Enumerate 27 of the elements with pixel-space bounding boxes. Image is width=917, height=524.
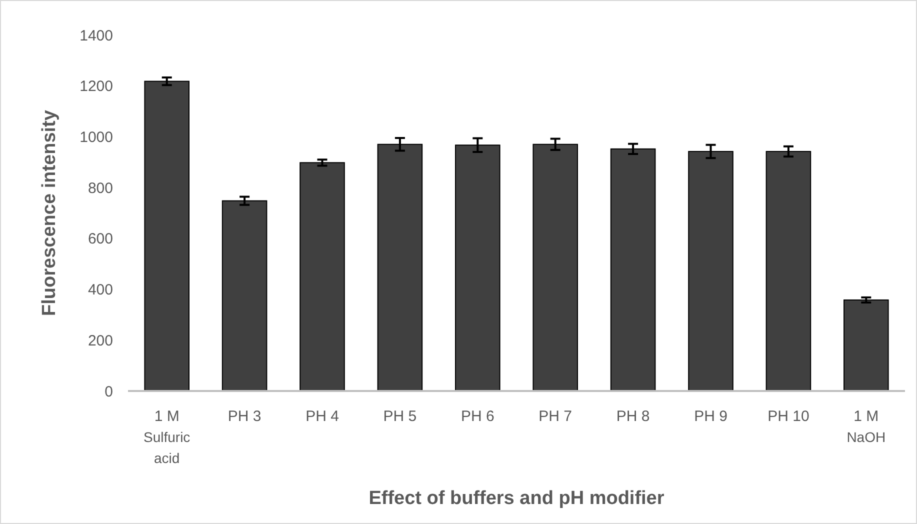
y-tick-label: 0 xyxy=(104,383,113,400)
y-tick-label: 200 xyxy=(88,332,113,350)
bar xyxy=(222,200,268,392)
y-tick-label: 800 xyxy=(88,180,113,197)
x-tick-label: 1 M Sulfuric acid xyxy=(144,408,190,466)
y-tick-label: 1200 xyxy=(80,78,113,96)
y-tick-label: 600 xyxy=(88,230,113,248)
bar xyxy=(144,80,190,392)
y-axis-title: Fluorescence intensity xyxy=(39,110,60,316)
y-tick-label: 1400 xyxy=(80,27,113,44)
x-tick-label: PH 5 xyxy=(383,408,417,425)
x-tick-label: PH 8 xyxy=(616,408,650,425)
x-tick-label: PH 9 xyxy=(694,408,728,425)
bar xyxy=(532,144,578,392)
x-tick-label: PH 3 xyxy=(228,408,262,425)
bar xyxy=(300,162,345,392)
x-tick-label: 1 M NaOH xyxy=(846,408,886,445)
bar xyxy=(844,299,889,392)
x-tick-label: PH 6 xyxy=(460,408,494,425)
x-tick-label: PH 10 xyxy=(768,408,810,425)
y-tick-label: 400 xyxy=(88,282,113,299)
x-tick-label: PH 4 xyxy=(306,408,339,425)
y-tick-label: 1000 xyxy=(80,128,113,146)
x-tick-label: PH 7 xyxy=(538,408,572,425)
bar xyxy=(610,148,656,392)
bar xyxy=(766,150,812,392)
x-axis-title: Effect of buffers and pH modifier xyxy=(368,488,665,509)
